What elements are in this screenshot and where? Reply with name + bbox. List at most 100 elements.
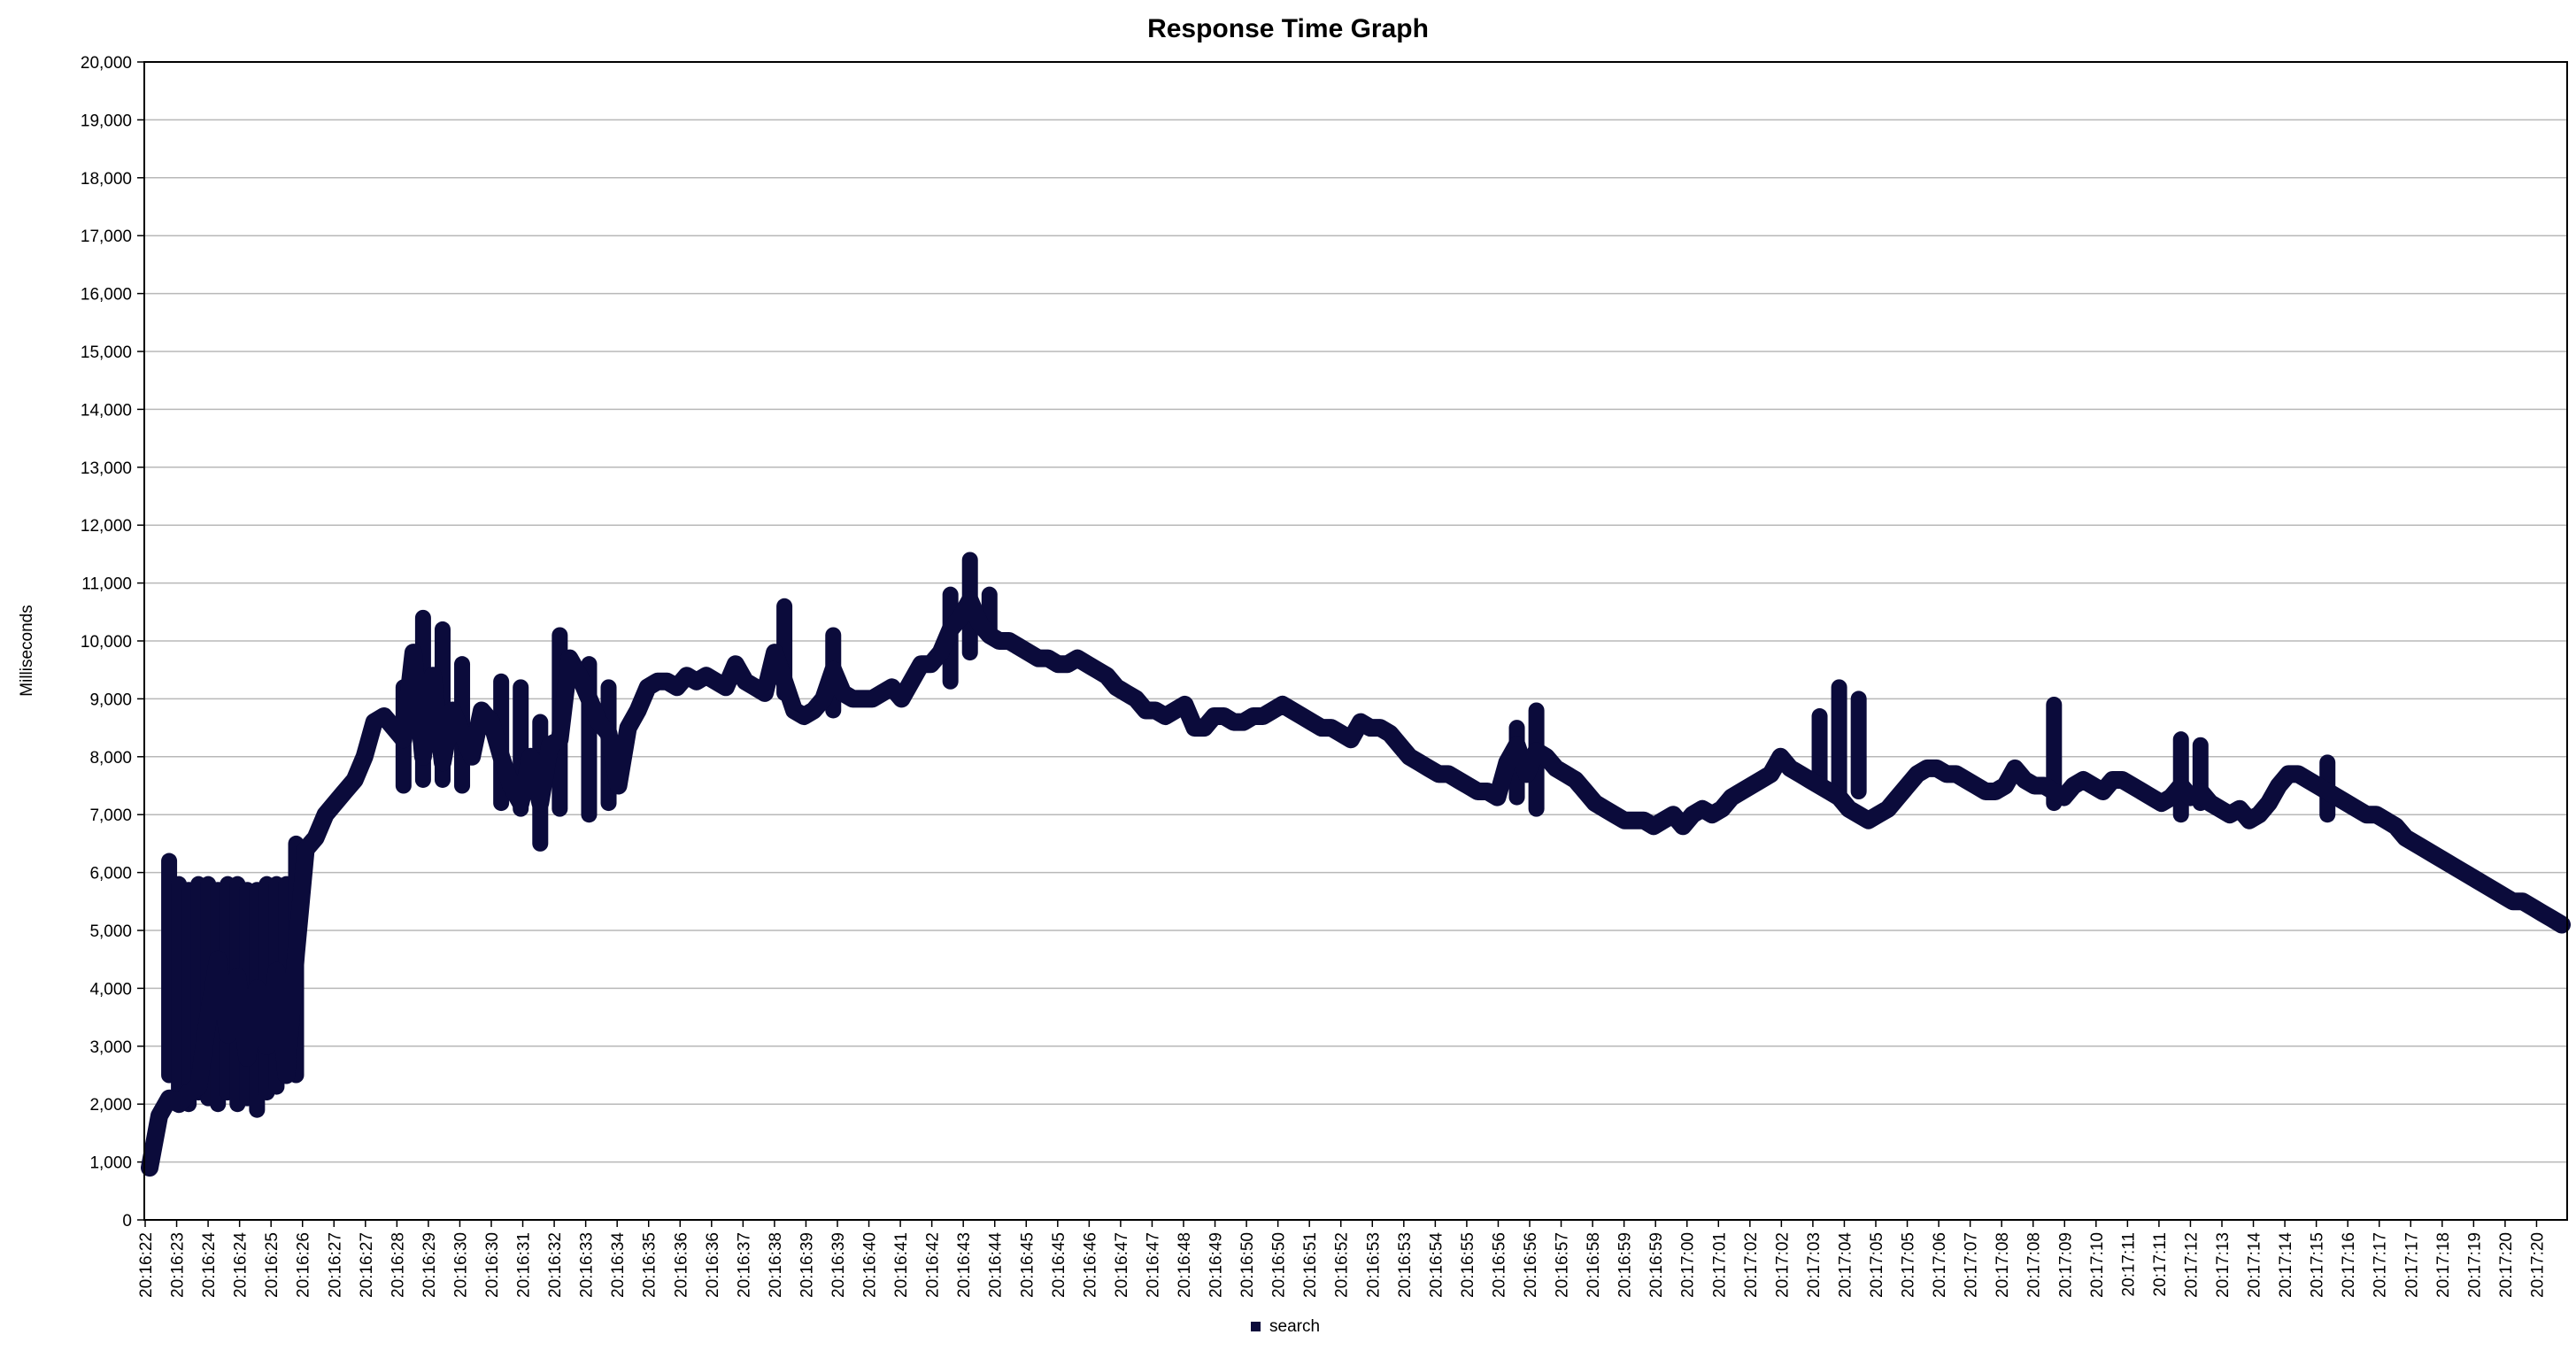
x-tick-label: 20:16:27 xyxy=(358,1232,376,1298)
x-tick-label: 20:16:38 xyxy=(767,1232,785,1298)
x-tick-label: 20:16:45 xyxy=(1050,1232,1068,1298)
x-tick-label: 20:16:47 xyxy=(1113,1232,1131,1298)
x-tick-label: 20:17:14 xyxy=(2246,1232,2264,1298)
x-tick-label: 20:16:22 xyxy=(137,1232,156,1298)
y-tick-label: 14,000 xyxy=(81,401,132,420)
legend: search xyxy=(1251,1317,1320,1336)
y-tick-label: 11,000 xyxy=(81,575,132,594)
series-search-line xyxy=(141,591,2571,1177)
y-tick-label: 12,000 xyxy=(81,517,132,536)
x-tick-label: 20:16:24 xyxy=(200,1232,219,1298)
series-search xyxy=(141,552,2571,1177)
x-tick-label: 20:17:19 xyxy=(2465,1232,2484,1298)
x-tick-label: 20:16:27 xyxy=(326,1232,344,1298)
x-tick-label: 20:16:50 xyxy=(1270,1232,1289,1298)
x-tick-label: 20:16:26 xyxy=(295,1232,313,1298)
y-tick-label: 2,000 xyxy=(89,1096,132,1115)
x-tick-label: 20:16:42 xyxy=(924,1232,943,1298)
y-tick-label: 20,000 xyxy=(81,54,132,73)
x-tick-label: 20:16:40 xyxy=(861,1232,880,1298)
x-tick-label: 20:16:30 xyxy=(451,1232,470,1298)
x-tick-label: 20:16:44 xyxy=(987,1232,1006,1298)
x-tick-label: 20:16:24 xyxy=(232,1232,251,1298)
x-tick-label: 20:17:08 xyxy=(1994,1232,2012,1298)
x-tick-label: 20:17:11 xyxy=(2119,1232,2138,1297)
y-tick-label: 8,000 xyxy=(89,749,132,768)
x-tick-label: 20:17:02 xyxy=(1773,1232,1792,1298)
x-tick-label: 20:17:08 xyxy=(2025,1232,2044,1298)
x-tick-label: 20:16:49 xyxy=(1207,1232,1226,1298)
x-tick-label: 20:17:00 xyxy=(1679,1232,1698,1298)
x-tick-label: 20:16:39 xyxy=(829,1232,848,1298)
x-tick-label: 20:16:54 xyxy=(1427,1232,1446,1298)
x-tick-label: 20:16:33 xyxy=(578,1232,597,1298)
x-tick-label: 20:17:17 xyxy=(2372,1232,2390,1298)
plot-area-frame xyxy=(143,61,2568,1221)
x-tick-label: 20:16:53 xyxy=(1396,1232,1415,1298)
x-tick-label: 20:17:02 xyxy=(1742,1232,1761,1298)
y-tick-label: 19,000 xyxy=(81,112,132,130)
x-tick-label: 20:17:12 xyxy=(2182,1232,2201,1298)
x-tick-label: 20:17:20 xyxy=(2528,1232,2547,1298)
x-tick-label: 20:16:50 xyxy=(1238,1232,1257,1298)
x-tick-label: 20:17:07 xyxy=(1963,1232,1981,1298)
x-tick-label: 20:17:09 xyxy=(2056,1232,2075,1298)
x-tick-label: 20:17:17 xyxy=(2402,1232,2421,1298)
y-tick-label: 1,000 xyxy=(89,1154,132,1173)
x-tick-label: 20:17:03 xyxy=(1805,1232,1824,1298)
x-tick-label: 20:16:39 xyxy=(798,1232,816,1298)
x-tick-label: 20:16:36 xyxy=(672,1232,690,1298)
x-tick-label: 20:16:47 xyxy=(1144,1232,1162,1298)
x-tick-label: 20:17:15 xyxy=(2309,1232,2327,1298)
x-tick-label: 20:17:01 xyxy=(1710,1232,1729,1298)
y-tick-label: 5,000 xyxy=(89,922,132,941)
y-tick-label: 10,000 xyxy=(81,633,132,652)
y-tick-label: 18,000 xyxy=(81,170,132,189)
y-axis-label: Milliseconds xyxy=(18,605,36,696)
x-axis-ticks: 20:16:22 20:16:23 20:16:24 20:16:24 20:16:25… xyxy=(137,1220,2547,1298)
x-tick-label: 20:16:53 xyxy=(1364,1232,1383,1298)
x-tick-label: 20:17:14 xyxy=(2277,1232,2295,1298)
x-tick-label: 20:17:18 xyxy=(2434,1232,2453,1298)
y-tick-label: 9,000 xyxy=(89,691,132,709)
chart-title: Response Time Graph xyxy=(1147,14,1429,43)
x-tick-label: 20:16:30 xyxy=(483,1232,502,1298)
x-tick-label: 20:16:28 xyxy=(389,1232,407,1298)
x-tick-label: 20:16:43 xyxy=(955,1232,974,1298)
x-tick-label: 20:17:13 xyxy=(2214,1232,2233,1298)
x-tick-label: 20:16:55 xyxy=(1459,1232,1477,1298)
x-tick-label: 20:17:16 xyxy=(2340,1232,2358,1298)
y-axis-ticks: 0 1,000 2,000 3,000 4,000 5,000 6,000 7,000 8,00… xyxy=(81,54,144,1231)
x-tick-label: 20:16:56 xyxy=(1522,1232,1540,1298)
x-tick-label: 20:17:20 xyxy=(2497,1232,2516,1298)
y-tick-label: 13,000 xyxy=(81,459,132,478)
x-tick-label: 20:16:35 xyxy=(641,1232,659,1298)
x-tick-label: 20:16:23 xyxy=(169,1232,188,1298)
x-tick-label: 20:17:05 xyxy=(1868,1232,1886,1298)
x-tick-label: 20:16:34 xyxy=(609,1232,628,1298)
y-tick-label: 6,000 xyxy=(89,865,132,883)
x-tick-label: 20:17:04 xyxy=(1836,1232,1855,1298)
x-tick-label: 20:16:45 xyxy=(1018,1232,1037,1298)
x-tick-label: 20:17:10 xyxy=(2088,1232,2107,1298)
x-tick-label: 20:16:57 xyxy=(1554,1232,1572,1298)
x-tick-label: 20:16:56 xyxy=(1490,1232,1508,1298)
y-tick-label: 7,000 xyxy=(89,806,132,825)
x-tick-label: 20:16:37 xyxy=(735,1232,753,1298)
x-tick-label: 20:16:58 xyxy=(1585,1232,1603,1298)
x-tick-label: 20:16:52 xyxy=(1333,1232,1352,1298)
x-tick-label: 20:16:29 xyxy=(420,1232,439,1298)
x-tick-label: 20:16:48 xyxy=(1176,1232,1194,1298)
y-tick-label: 15,000 xyxy=(81,343,132,362)
x-tick-label: 20:16:46 xyxy=(1081,1232,1099,1298)
x-tick-label: 20:17:06 xyxy=(1931,1232,1949,1298)
x-tick-label: 20:16:41 xyxy=(892,1232,911,1298)
y-tick-label: 0 xyxy=(122,1212,132,1231)
gridlines xyxy=(144,61,2567,1221)
x-tick-label: 20:16:36 xyxy=(704,1232,722,1298)
x-tick-label: 20:16:31 xyxy=(515,1232,534,1298)
x-tick-label: 20:17:11 xyxy=(2151,1232,2170,1297)
x-tick-label: 20:16:51 xyxy=(1301,1232,1320,1298)
